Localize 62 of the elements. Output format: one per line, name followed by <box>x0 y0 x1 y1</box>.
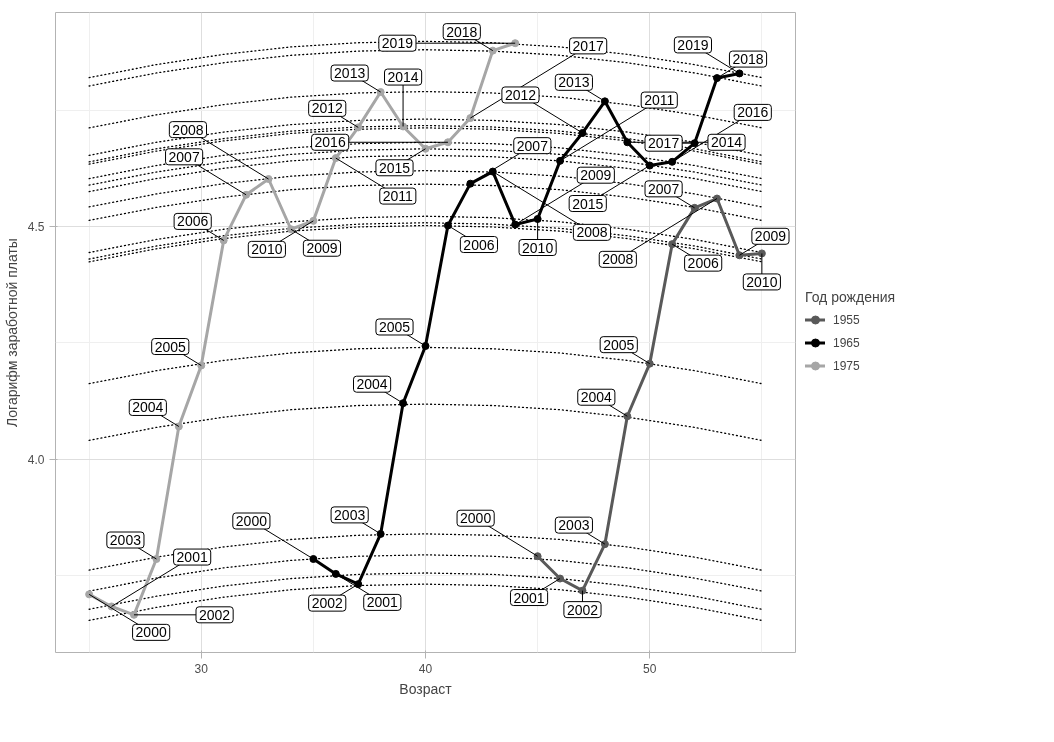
legend-title: Год рождения <box>805 288 896 305</box>
annotation: 2005 <box>378 318 411 335</box>
annotation: 2006 <box>463 236 495 253</box>
annotation: 2018 <box>446 23 478 40</box>
annotation: 2012 <box>311 100 344 117</box>
x-tick-label: 50 <box>643 661 657 676</box>
annotation: 2008 <box>172 121 204 138</box>
annotation: 2012 <box>504 86 537 103</box>
annotation: 2002 <box>199 606 231 623</box>
annotation: 2007 <box>516 137 549 154</box>
annotation: 2011 <box>382 188 414 205</box>
annotation: 2002 <box>311 595 344 612</box>
annotation: 2003 <box>558 517 590 534</box>
annotation: 2005 <box>603 336 635 353</box>
annotation: 2004 <box>132 399 164 416</box>
x-axis-title: Возраст <box>399 680 453 697</box>
annotation: 2015 <box>378 159 411 176</box>
annotation: 2009 <box>306 240 338 257</box>
annotation: 2017 <box>648 135 680 152</box>
annotation: 2003 <box>334 506 366 523</box>
annotation: 2016 <box>314 134 346 151</box>
annotation: 2005 <box>154 338 187 355</box>
annotation: 2010 <box>251 241 283 258</box>
annotation: 2014 <box>710 134 743 151</box>
annotation: 2004 <box>580 389 613 406</box>
annotation: 2009 <box>754 228 787 245</box>
annotation: 2003 <box>109 532 142 549</box>
y-axis-title: Логарифм заработной платы <box>3 238 20 427</box>
annotation: 2006 <box>687 255 719 272</box>
legend-label: 1975 <box>833 358 860 373</box>
annotation: 2002 <box>566 601 599 618</box>
annotation: 2009 <box>580 167 612 184</box>
annotation: 2011 <box>644 92 675 109</box>
annotation: 2018 <box>732 51 764 68</box>
annotation: 2000 <box>460 510 492 527</box>
annotation: 2007 <box>648 180 680 197</box>
annotation: 2013 <box>558 74 590 91</box>
annotation: 2019 <box>381 35 414 52</box>
annotation: 2010 <box>746 273 778 290</box>
y-tick-label: 4.0 <box>27 452 45 467</box>
y-tick-label: 4.5 <box>27 219 45 234</box>
x-tick-label: 40 <box>418 661 433 676</box>
annotation: 2008 <box>576 224 608 241</box>
annotation: 2001 <box>513 589 545 606</box>
legend-label: 1955 <box>833 312 860 327</box>
annotation: 2017 <box>572 37 604 54</box>
annotation: 2007 <box>168 148 200 165</box>
annotation: 2010 <box>522 239 554 256</box>
annotation: 2016 <box>737 104 769 121</box>
annotation: 2019 <box>677 36 709 53</box>
legend-label: 1965 <box>833 335 860 350</box>
annotation: 2004 <box>356 376 388 393</box>
annotation: 2001 <box>366 594 399 611</box>
annotation: 2000 <box>135 624 167 641</box>
annotation: 2014 <box>387 69 419 86</box>
annotation: 2000 <box>235 513 268 530</box>
x-tick-label: 30 <box>194 661 209 676</box>
annotation: 2013 <box>334 65 366 82</box>
annotation: 2001 <box>176 549 208 566</box>
annotation: 2015 <box>572 195 604 212</box>
annotation: 2008 <box>602 251 634 268</box>
annotation: 2006 <box>177 213 209 230</box>
